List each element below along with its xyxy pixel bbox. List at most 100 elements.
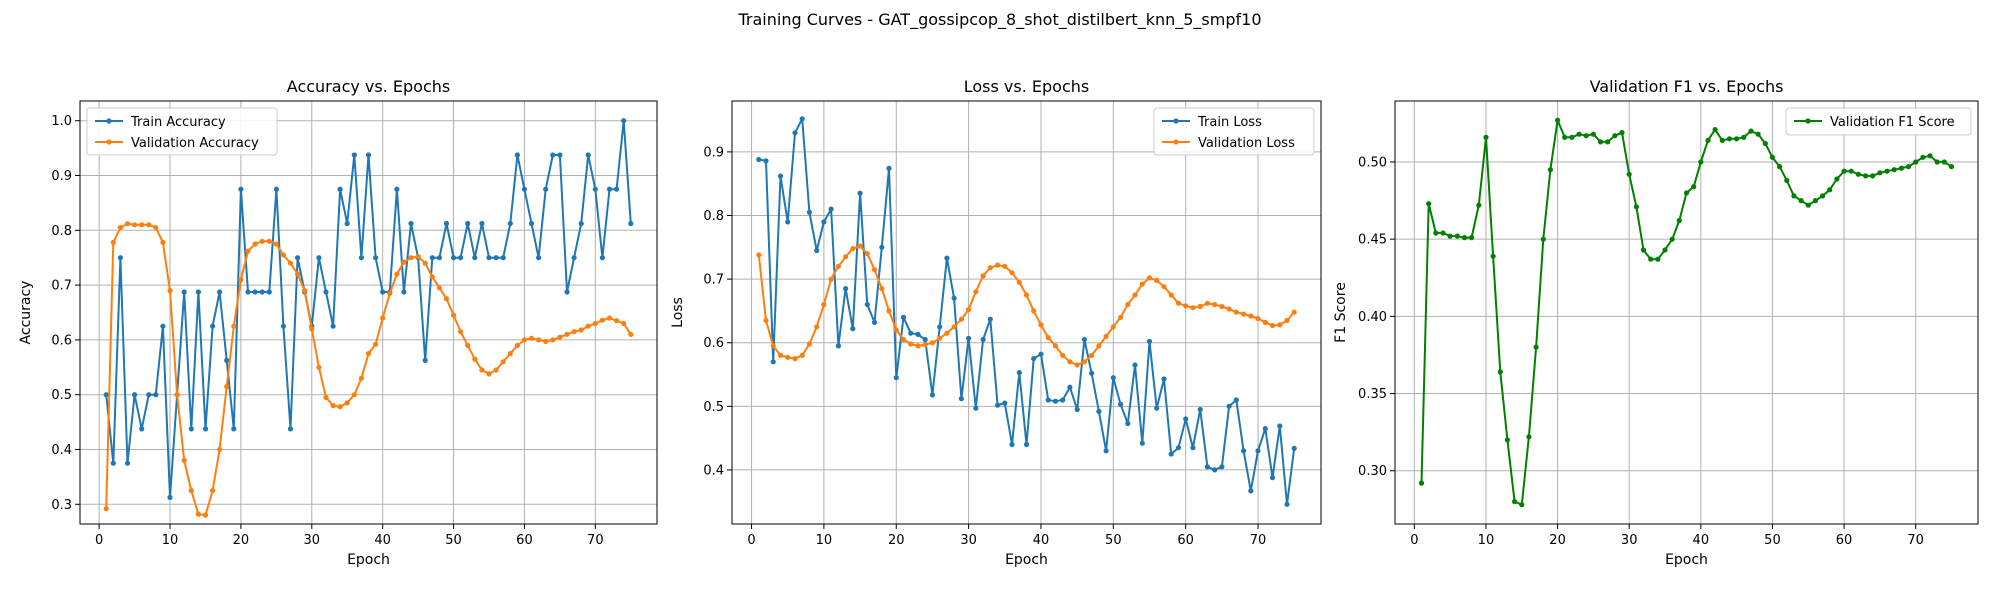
data-point	[785, 219, 791, 225]
data-point	[1648, 256, 1654, 262]
data-point	[266, 289, 272, 295]
data-point	[280, 252, 286, 258]
x-tick-label: 60	[1177, 533, 1194, 548]
data-point	[110, 239, 116, 245]
data-point	[843, 286, 849, 292]
data-point	[493, 367, 499, 373]
data-point	[1052, 343, 1058, 349]
data-point	[295, 271, 301, 277]
data-point	[160, 239, 166, 245]
data-point	[1175, 300, 1182, 306]
data-point	[1081, 336, 1087, 343]
data-point	[1469, 235, 1475, 241]
data-point	[1576, 131, 1582, 137]
y-tick-label: 0.6	[703, 336, 724, 351]
data-point	[160, 323, 166, 329]
data-point	[139, 222, 145, 228]
x-tick-label: 50	[1105, 533, 1122, 548]
data-point	[436, 285, 442, 291]
data-point	[451, 255, 457, 261]
data-point	[1291, 445, 1297, 451]
data-point	[167, 288, 173, 294]
data-point	[1233, 397, 1239, 403]
data-point	[886, 165, 892, 171]
axes-frame	[1394, 100, 1979, 525]
legend-label: Validation Accuracy	[131, 136, 259, 151]
data-point	[472, 255, 478, 261]
data-point	[259, 238, 265, 244]
data-point	[1081, 359, 1087, 365]
data-point	[980, 336, 986, 343]
data-point	[585, 323, 591, 329]
data-point	[1284, 317, 1290, 324]
data-point	[1734, 136, 1740, 142]
figure-suptitle: Training Curves - GAT_gossipcop_8_shot_d…	[737, 10, 1261, 30]
data-point	[521, 186, 528, 192]
data-point	[1031, 308, 1037, 314]
data-point	[330, 323, 336, 329]
data-point	[273, 241, 279, 247]
x-tick-label: 20	[1549, 533, 1566, 548]
data-point	[365, 351, 372, 357]
data-point	[1241, 311, 1247, 317]
data-point	[1074, 406, 1080, 413]
data-point	[422, 260, 428, 266]
data-point	[536, 255, 542, 261]
data-point	[900, 314, 907, 320]
data-point	[1009, 270, 1015, 276]
data-point	[1863, 173, 1869, 179]
data-point	[1096, 343, 1102, 349]
data-point	[1146, 275, 1153, 281]
x-tick-label: 60	[1836, 533, 1853, 548]
data-point	[415, 254, 421, 260]
data-point	[1139, 440, 1145, 446]
data-point	[599, 317, 606, 323]
data-point	[1512, 499, 1518, 505]
data-point	[344, 400, 350, 406]
y-tick-label: 0.50	[1358, 155, 1387, 170]
data-point	[814, 247, 820, 254]
data-point	[1118, 401, 1124, 407]
data-point	[231, 426, 237, 432]
data-point	[1089, 352, 1095, 358]
y-tick-label: 0.9	[51, 169, 72, 184]
data-point	[937, 324, 943, 330]
data-point	[806, 341, 813, 347]
data-point	[146, 222, 152, 228]
data-point	[1676, 218, 1682, 224]
data-point	[124, 460, 131, 466]
data-point	[1038, 322, 1044, 328]
data-point	[472, 356, 478, 362]
data-point	[238, 186, 244, 192]
x-tick-label: 0	[1410, 533, 1418, 548]
data-point	[1023, 292, 1030, 298]
data-point	[871, 267, 878, 273]
data-point	[238, 277, 244, 283]
data-point	[958, 396, 965, 402]
data-point	[1161, 376, 1167, 382]
x-tick-label: 20	[233, 533, 250, 548]
data-point	[763, 158, 769, 164]
data-point	[864, 301, 870, 308]
data-point	[886, 308, 892, 314]
data-point	[1755, 131, 1761, 137]
data-point	[777, 352, 784, 358]
y-tick-label: 0.8	[51, 224, 72, 239]
data-point	[1748, 128, 1754, 134]
data-point	[987, 316, 993, 322]
data-point	[479, 220, 485, 227]
data-point	[585, 152, 591, 158]
data-point	[139, 426, 145, 432]
data-point	[1476, 202, 1482, 208]
data-point	[1125, 420, 1131, 427]
data-point	[1118, 314, 1124, 320]
data-point	[995, 262, 1001, 268]
data-point	[1183, 416, 1189, 422]
data-point	[358, 375, 364, 381]
data-point	[1798, 198, 1804, 204]
data-point	[987, 265, 993, 271]
data-point	[436, 255, 442, 261]
data-point	[973, 289, 979, 295]
data-point	[1154, 277, 1160, 283]
y-axis-label: F1 Score	[1333, 282, 1349, 343]
